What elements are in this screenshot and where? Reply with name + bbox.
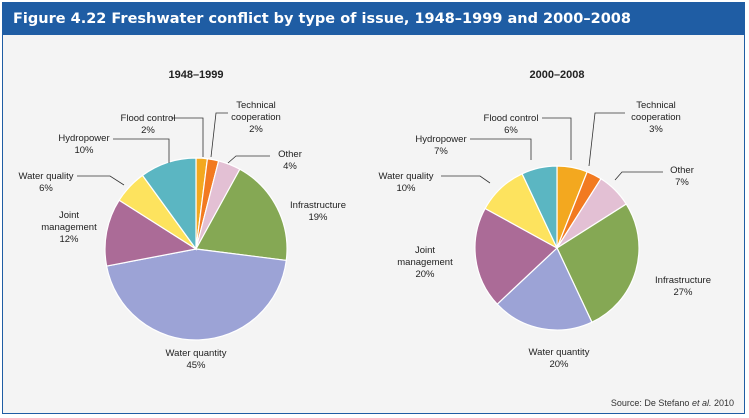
chart-2-label-line: Other [670,165,694,176]
chart-2-leader-technical-cooperation [588,112,625,167]
chart-2-label-hydropower: Hydropower 7% [415,134,466,157]
chart-1-label-infrastructure: Infrastructure 19% [290,200,346,223]
chart-1-label-line: Infrastructure [290,200,346,211]
chart-1-leader-hydropower [113,138,170,163]
chart-2-label-line: 20% [415,269,435,280]
chart-1-label-line: 6% [39,183,53,194]
chart-2-label-line: 7% [434,146,448,157]
chart-1-label-line: Water quality [18,171,73,182]
chart-1-label-other: Other 4% [278,149,302,172]
chart-1-slice-joint-management [104,199,198,267]
chart-2-slice-joint-management [474,207,559,305]
chart-2-label-line: 3% [649,124,663,135]
chart-1-label-line: management [41,222,97,233]
chart-1-label-line: 45% [186,360,206,371]
chart-2-label-joint-management: Joint management 20% [397,245,453,280]
chart-2-label-line: Technical [636,100,676,111]
chart-2-label-line: Water quality [378,171,433,182]
chart-1-label-line: Hydropower [58,133,109,144]
chart-2-slice-infrastructure [556,203,640,323]
chart-1-leader-other [227,155,270,164]
chart-1-leader-technical-cooperation [210,112,228,158]
chart-2-slice-water-quantity [496,246,593,331]
chart-1-label-line: 10% [74,145,94,156]
chart-2-label-line: Joint [415,245,435,256]
source-suffix: 2010 [711,398,734,408]
chart-1-leader-flood-control [171,117,204,157]
chart-1-label-line: 2% [249,124,263,135]
chart-2-label-line: 6% [504,125,518,136]
chart-2-leader-hydropower [470,138,532,160]
chart-2-label-flood-control: Flood control 6% [484,113,539,136]
chart-1-label-line: 2% [141,125,155,136]
chart-1-label-line: 12% [59,234,79,245]
chart-2-label-line: 20% [549,359,569,370]
chart-1-label-line: cooperation [231,112,281,123]
chart-1-title: 1948–1999 [168,69,223,81]
chart-1-slice-infrastructure [195,168,288,262]
chart-1-label-line: Technical [236,100,276,111]
chart-1-label-hydropower: Hydropower 10% [58,133,109,156]
chart-1-label-flood-control: Flood control 2% [121,113,176,136]
chart-1-label-water-quantity: Water quantity 45% [166,348,227,371]
source-italic: et al. [691,398,712,408]
chart-2-label-line: 27% [673,287,693,298]
chart-2-label-water-quality: Water quality 10% [378,171,433,194]
chart-1-leader-water-quality [77,175,125,186]
chart-1-label-technical-cooperation: Technical cooperation 2% [231,100,281,135]
chart-2-label-line: Water quantity [529,347,590,358]
figure-title: Figure 4.22 Freshwater conflict by type … [3,3,744,35]
source-prefix: Source: De Stefano [610,398,692,408]
chart-2-label-line: Hydropower [415,134,466,145]
chart-1-label-water-quality: Water quality 6% [18,171,73,194]
chart-2-label-line: cooperation [631,112,681,123]
chart-1-slice-hydropower [141,157,197,251]
chart-2-label-infrastructure: Infrastructure 27% [655,275,711,298]
chart-1-label-line: Joint [59,210,79,221]
chart-1-slice-water-quantity [105,248,287,341]
chart-2-slice-hydropower [521,165,558,249]
chart-2-label-water-quantity: Water quantity 20% [529,347,590,370]
chart-2-label-other: Other 7% [670,165,694,188]
chart-2-leader-other [614,171,663,181]
chart-2-leader-flood-control [542,117,572,160]
chart-1-label-line: Water quantity [166,348,227,359]
chart-2-label-line: Flood control [484,113,539,124]
chart-2-title: 2000–2008 [529,69,584,81]
chart-1-label-line: Flood control [121,113,176,124]
source-note: Source: De Stefano et al. 2010 [611,398,734,408]
chart-1-label-line: 19% [308,212,328,223]
chart-1-label-line: 4% [283,161,297,172]
chart-1-label-joint-management: Joint management 12% [41,210,97,245]
chart-2-label-line: Infrastructure [655,275,711,286]
chart-2-leader-water-quality [441,175,491,184]
chart-2-label-line: management [397,257,453,268]
chart-2-label-line: 10% [396,183,416,194]
chart-2-label-line: 7% [675,177,689,188]
chart-1-label-line: Other [278,149,302,160]
chart-2-label-technical-cooperation: Technical cooperation 3% [631,100,681,135]
